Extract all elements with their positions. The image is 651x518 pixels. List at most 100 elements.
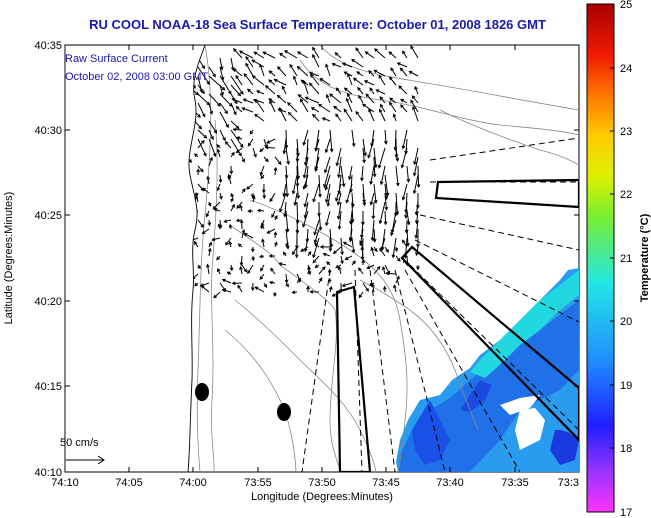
current-vector-head (251, 75, 256, 79)
current-vector-head (312, 46, 316, 51)
current-vector-head (231, 203, 235, 208)
current-vector (389, 102, 397, 113)
current-vector-head (397, 258, 401, 262)
current-vector-head (297, 278, 302, 283)
current-vector (406, 228, 409, 246)
current-vector-head (390, 232, 394, 237)
current-vector (296, 201, 299, 224)
current-vector (371, 219, 375, 241)
current-vector-head (318, 226, 323, 231)
current-vector-head (336, 201, 341, 206)
current-vector-head (209, 156, 213, 161)
current-vector (413, 174, 419, 194)
current-vector (283, 183, 287, 197)
current-vector-head (323, 183, 327, 189)
current-vector (373, 228, 376, 242)
current-vector (285, 165, 288, 179)
y-tick-label: 40:20 (34, 296, 62, 308)
current-vector-head (297, 93, 302, 98)
current-vector-head (273, 166, 278, 171)
x-tick-label: 73:40 (436, 477, 464, 489)
current-vector (386, 272, 397, 275)
current-vector (312, 54, 320, 68)
current-vector-head (194, 282, 198, 287)
current-vector (372, 201, 375, 219)
current-vector-head (251, 195, 256, 200)
current-vector-head (270, 267, 274, 272)
current-vector (254, 114, 265, 122)
x-axis (128, 45, 516, 472)
current-vector-head (347, 72, 351, 77)
current-vector (302, 210, 309, 227)
current-vector-head (363, 152, 367, 157)
current-vector (405, 201, 408, 218)
current-vector (294, 192, 298, 206)
current-vector-head (408, 70, 413, 75)
current-vector-head (403, 254, 408, 259)
current-vector-head (318, 103, 322, 108)
current-vector-head (321, 266, 326, 271)
radar-site-marker (277, 403, 291, 421)
current-vector (288, 112, 298, 122)
colorbar-tick-label: 25 (620, 0, 632, 11)
current-vector (402, 259, 408, 266)
current-vector-head (224, 110, 228, 115)
current-vector-head (231, 98, 236, 102)
current-vector-head (373, 248, 378, 253)
current-vector-head (327, 268, 332, 273)
current-vector-head (239, 144, 244, 148)
current-vector-head (292, 251, 296, 256)
current-vector (197, 102, 206, 117)
current-vector-head (371, 215, 376, 220)
current-vector-head (318, 277, 323, 282)
current-vector (305, 165, 309, 188)
current-vector-head (233, 111, 237, 116)
current-vector-head (314, 147, 319, 152)
current-vector (274, 79, 287, 86)
current-vector (388, 51, 397, 59)
current-vector (260, 264, 265, 271)
current-vector-head (226, 271, 231, 275)
current-vector (247, 264, 254, 274)
current-vector-head (296, 65, 301, 70)
current-vector-head (352, 77, 357, 82)
current-vector-head (285, 283, 289, 288)
current-vector-head (343, 108, 348, 113)
current-vector (269, 192, 276, 202)
current-vector-head (259, 172, 264, 176)
current-vector (197, 165, 204, 172)
current-vector (292, 174, 298, 194)
current-vector-head (348, 238, 353, 243)
current-vector-head (262, 51, 267, 55)
current-vector-head (200, 285, 205, 289)
current-vector (323, 253, 331, 257)
current-vector-head (383, 221, 388, 226)
current-vector (259, 64, 265, 77)
current-vector (241, 229, 245, 239)
current-vector (252, 147, 257, 157)
current-vector-head (341, 283, 346, 287)
current-vector-head (245, 56, 249, 60)
current-vector (300, 99, 309, 113)
current-vector-head (253, 51, 258, 56)
current-vector (402, 240, 408, 248)
sst-data-patch (396, 268, 579, 472)
current-vector-head (306, 285, 310, 290)
current-vector-head (412, 106, 416, 110)
current-vector-head (340, 251, 344, 256)
current-vector (285, 273, 288, 283)
current-vector (208, 66, 216, 77)
y-axis (65, 44, 579, 387)
current-vector (379, 96, 386, 104)
current-vector-head (335, 264, 340, 269)
current-vector-head (296, 195, 301, 200)
current-vector (372, 284, 375, 293)
current-vector (201, 285, 210, 293)
current-vector-head (223, 219, 228, 223)
current-vector (362, 192, 366, 206)
current-vector (303, 80, 309, 95)
current-vector (390, 67, 397, 77)
current-vector-head (345, 97, 350, 102)
current-vector (230, 84, 241, 96)
current-vector-head (247, 270, 251, 275)
